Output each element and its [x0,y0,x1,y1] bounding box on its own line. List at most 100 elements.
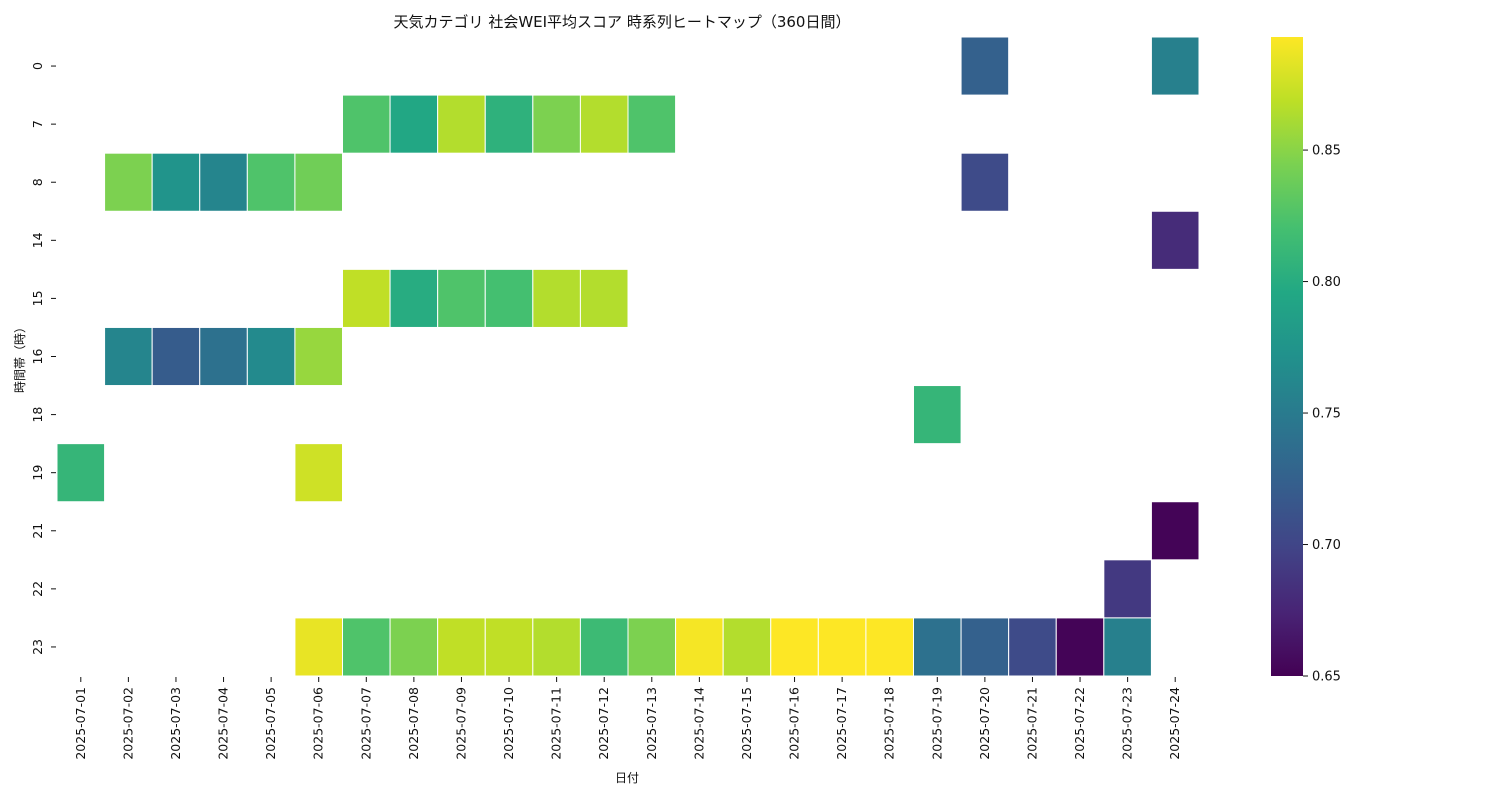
x-tick-label: 2025-07-16 [787,687,802,760]
y-tick-label: 14 [30,232,45,248]
x-tick-label: 2025-07-02 [120,687,135,760]
colorbar-gradient [1271,37,1303,676]
colorbar-tick-label: 0.70 [1312,538,1341,553]
heatmap-cell-23-2025-07-20 [960,617,1010,677]
heatmap-cell-16-2025-07-04 [199,326,248,387]
x-tick-label: 2025-07-01 [73,687,88,760]
x-tick-label: 2025-07-04 [216,687,231,760]
heatmap-cell-16-2025-07-05 [246,326,296,387]
y-tick-label: 8 [30,178,45,186]
heatmap-cell-22-2025-07-23 [1103,559,1152,619]
heatmap-cell-8-2025-07-05 [246,152,296,212]
x-tick-label: 2025-07-07 [358,687,373,760]
heatmap-cell-19-2025-07-01 [56,443,106,503]
heatmap-cell-15-2025-07-11 [532,268,581,328]
x-tick-label: 2025-07-08 [406,687,421,760]
heatmap-cell-0-2025-07-24 [1150,36,1200,96]
x-tick-label: 2025-07-05 [263,687,278,760]
y-tick-label: 0 [30,62,45,70]
y-axis-label: 時間帯（時） [13,321,27,393]
x-tick-label: 2025-07-12 [596,687,611,760]
heatmap-cell-15-2025-07-09 [437,268,486,328]
heatmap-cell-19-2025-07-06 [294,443,344,503]
y-tick-label: 19 [30,465,45,481]
x-tick-label: 2025-07-03 [168,687,183,760]
heatmap-cell-16-2025-07-03 [151,326,201,387]
heatmap-cell-7-2025-07-12 [579,94,629,154]
colorbar: 0.65 0.70 0.75 0.80 0.85 [1271,37,1341,685]
y-tick-label: 15 [30,290,45,306]
heatmap-cell-15-2025-07-12 [579,268,629,328]
x-tick-label: 2025-07-22 [1072,687,1087,760]
heatmap-cell-23-2025-07-21 [1008,617,1057,677]
x-tick-label: 2025-07-21 [1024,687,1039,760]
x-axis-label: 日付 [615,771,639,785]
y-axis: 0 7 8 14 15 16 18 19 21 22 23 [30,62,56,655]
heatmap-cell-21-2025-07-24 [1150,501,1200,561]
heatmap-cell-23-2025-07-19 [913,617,962,677]
x-tick-label: 2025-07-06 [311,687,326,760]
x-tick-label: 2025-07-23 [1120,687,1135,760]
x-tick-label: 2025-07-18 [882,687,897,760]
heatmap-cell-23-2025-07-17 [817,617,867,677]
x-tick-label: 2025-07-24 [1167,687,1182,760]
x-tick-label: 2025-07-11 [549,687,564,760]
x-tick-label: 2025-07-10 [501,687,516,760]
y-tick-label: 16 [30,349,45,365]
x-tick-label: 2025-07-20 [977,687,992,760]
colorbar-tick-label: 0.65 [1312,670,1341,685]
chart-title: 天気カテゴリ 社会WEI平均スコア 時系列ヒートマップ（360日間） [394,13,851,31]
heatmap-cell-8-2025-07-02 [104,152,153,212]
heatmap-cell-23-2025-07-16 [770,617,819,677]
x-tick-label: 2025-07-13 [644,687,659,760]
heatmap-cell-23-2025-07-12 [579,617,629,677]
heatmap-cell-8-2025-07-20 [960,152,1010,212]
heatmap-cell-7-2025-07-13 [627,94,677,154]
heatmap-cell-15-2025-07-07 [342,268,391,328]
y-tick-label: 23 [30,639,45,655]
heatmap-cell-23-2025-07-23 [1103,617,1152,677]
heatmap-cell-23-2025-07-22 [1055,617,1105,677]
y-tick-label: 7 [30,120,45,128]
heatmap-cell-15-2025-07-10 [484,268,534,328]
colorbar-tick-label: 0.80 [1312,275,1341,290]
heatmap-cell-18-2025-07-19 [913,385,962,445]
heatmap-cell-23-2025-07-14 [675,617,724,677]
heatmap-cell-7-2025-07-11 [532,94,581,154]
heatmap-cell-7-2025-07-10 [484,94,534,154]
heatmap-cell-23-2025-07-18 [865,617,914,677]
heatmap-cell-7-2025-07-07 [342,94,391,154]
heatmap-cell-8-2025-07-06 [294,152,344,212]
heatmap-cells [56,36,1200,677]
heatmap-cell-23-2025-07-13 [627,617,677,677]
y-tick-label: 22 [30,581,45,597]
x-axis: 2025-07-01 2025-07-02 2025-07-03 2025-07-04… [73,677,1182,760]
heatmap-cell-23-2025-07-11 [532,617,581,677]
heatmap-cell-23-2025-07-08 [389,617,439,677]
heatmap-cell-16-2025-07-02 [104,326,153,387]
heatmap-cell-7-2025-07-08 [389,94,439,154]
heatmap-cell-16-2025-07-06 [294,326,344,387]
x-tick-label: 2025-07-17 [834,687,849,760]
colorbar-tick-label: 0.75 [1312,407,1341,422]
x-tick-label: 2025-07-09 [453,687,468,760]
x-tick-label: 2025-07-15 [739,687,754,760]
heatmap-cell-23-2025-07-09 [437,617,486,677]
x-tick-label: 2025-07-19 [929,687,944,760]
heatmap-cell-14-2025-07-24 [1150,210,1200,270]
heatmap-cell-0-2025-07-20 [960,36,1010,96]
heatmap-cell-8-2025-07-04 [199,152,248,212]
y-tick-label: 21 [30,523,45,539]
heatmap-cell-23-2025-07-15 [722,617,772,677]
colorbar-tick-label: 0.85 [1312,144,1341,159]
y-tick-label: 18 [30,407,45,423]
heatmap-cell-23-2025-07-10 [484,617,534,677]
heatmap-cell-7-2025-07-09 [437,94,486,154]
heatmap-cell-8-2025-07-03 [151,152,201,212]
heatmap-cell-23-2025-07-06 [294,617,344,677]
heatmap-cell-15-2025-07-08 [389,268,439,328]
x-tick-label: 2025-07-14 [691,687,706,760]
heatmap-cell-23-2025-07-07 [342,617,391,677]
